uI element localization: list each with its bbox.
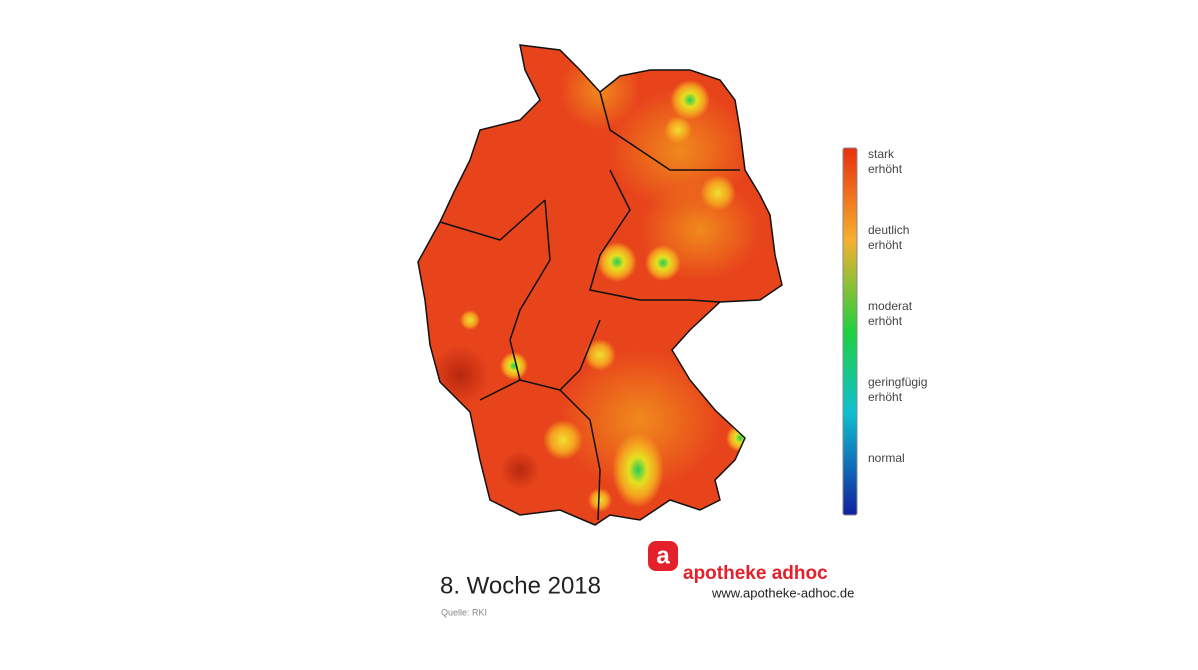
map-area	[418, 45, 782, 525]
logo-badge	[648, 541, 678, 571]
logo-name: apotheke adhoc	[683, 563, 828, 584]
legend-label: normal	[868, 451, 905, 465]
legend-scale	[842, 147, 858, 516]
legend-label: stark	[868, 147, 895, 161]
legend-label: deutlich	[868, 223, 909, 237]
logo-mark: a	[656, 542, 670, 569]
caption-title: 8. Woche 2018	[440, 572, 601, 599]
legend-label: erhöht	[868, 314, 903, 328]
legend-label: moderat	[868, 299, 913, 313]
legend-label: erhöht	[868, 238, 903, 252]
legend-label: geringfügig	[868, 375, 927, 389]
legend-label: erhöht	[868, 390, 903, 404]
legend: starkerhöhtdeutlicherhöhtmoderaterhöhtge…	[868, 147, 927, 465]
logo-url: www.apotheke-adhoc.de	[711, 585, 854, 600]
caption-source: Quelle: RKI	[441, 607, 487, 617]
borders	[417, 44, 783, 526]
legend-label: erhöht	[868, 162, 903, 176]
